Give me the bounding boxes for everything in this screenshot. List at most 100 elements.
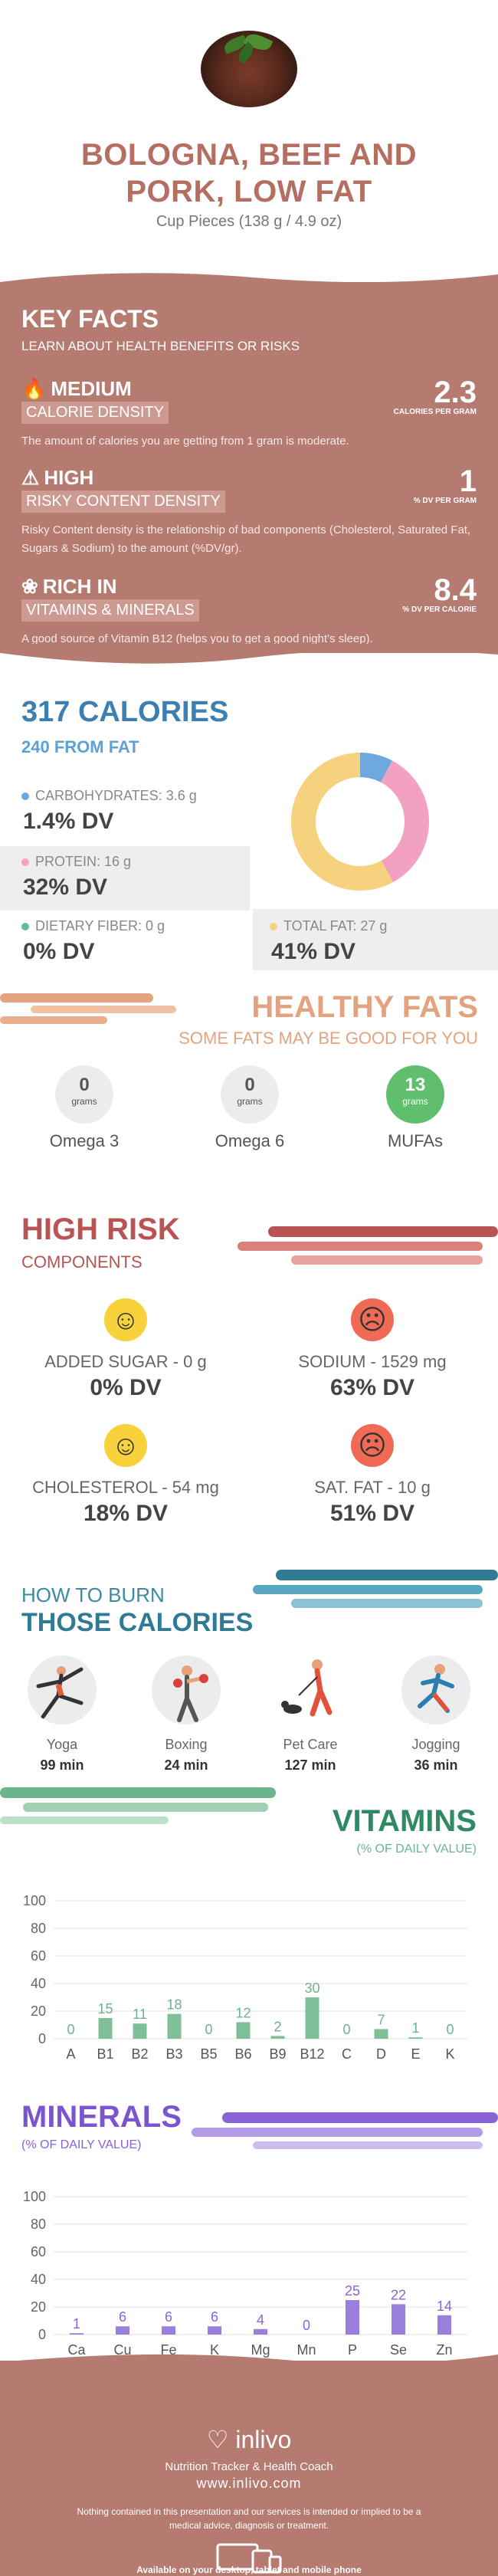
fat-name: Omega 3 [49, 1131, 120, 1150]
nutrient-label: PROTEIN: 16 g [35, 854, 132, 869]
fact-unit: % DV PER CALORIE [402, 605, 477, 614]
fact-level: RICH IN [42, 575, 117, 598]
bar-B1 [98, 2018, 113, 2039]
risk-dv: 0% DV [90, 1375, 162, 1400]
fat-mufas: 13 grams MUFAs [362, 1065, 469, 1151]
fat-omega6: 0 grams Omega 6 [196, 1065, 303, 1151]
website-link[interactable]: www.inlivo.com [196, 2476, 302, 2491]
fat-omega3: 0 grams Omega 3 [31, 1065, 138, 1151]
donut-slice-carbohydrates [360, 753, 392, 783]
disclaimer: Nothing contained in this presentation a… [77, 2506, 421, 2531]
nutrient-total-fat: TOTAL FAT: 27 g 41% DV [270, 918, 387, 965]
bar-B6 [236, 2022, 251, 2039]
burn-calories-section: HOW TO BURN THOSE CALORIES Yoga 99 min B… [0, 1564, 498, 1793]
activity-minutes: 24 min [164, 1757, 208, 1773]
y-tick-label: 40 [31, 1976, 46, 1991]
bar-Cu [116, 2326, 129, 2335]
risk-name: CHOLESTEROL - 54 mg [32, 1478, 219, 1497]
risk-name: SAT. FAT - 10 g [314, 1478, 431, 1497]
risk-dv: 18% DV [83, 1501, 169, 1526]
brand-logo[interactable]: ♡ inlivo [0, 2425, 498, 2454]
footer-section: ♡ inlivo Nutrition Tracker & Health Coac… [0, 2361, 498, 2576]
bar-B9 [270, 2036, 285, 2039]
activity-name: Pet Care [283, 1737, 338, 1752]
nutrient-carbohydrates: CARBOHYDRATES: 3.6 g 1.4% DV [21, 788, 197, 835]
vitamins-bar-chart: 0204060801000A15B111B218B30B512B62B930B1… [23, 1893, 467, 2062]
bar-E [408, 2037, 423, 2039]
y-tick-label: 40 [31, 2272, 46, 2287]
fact-unit: % DV PER GRAM [413, 497, 477, 505]
risk-name: SODIUM - 1529 mg [298, 1352, 447, 1371]
y-tick-label: 20 [31, 2003, 46, 2019]
x-tick-label: Zn [436, 2342, 452, 2358]
heart-icon: ♡ [206, 2426, 229, 2453]
data-label: 0 [342, 2022, 350, 2037]
data-label: 30 [304, 1980, 319, 1996]
x-tick-label: B12 [300, 2046, 324, 2062]
x-tick-label: B2 [131, 2046, 148, 2062]
calories-from-fat: 240 FROM FAT [21, 737, 139, 756]
x-tick-label: K [445, 2046, 454, 2062]
legend-dot [21, 792, 29, 800]
page-title: BOLOGNA, BEEF AND PORK, LOW FAT [0, 136, 498, 210]
decorative-stripes [253, 1570, 498, 1608]
fat-name: Omega 6 [215, 1131, 285, 1150]
y-tick-label: 80 [31, 1921, 46, 1936]
x-tick-label: D [376, 2046, 386, 2062]
healthy-fats-title: HEALTHY FATS [251, 990, 478, 1024]
sad-face-icon: ☹ [351, 1298, 394, 1341]
data-label: 0 [205, 2022, 212, 2037]
data-label: 1 [73, 2316, 80, 2332]
x-tick-label: Se [390, 2342, 407, 2358]
activity-minutes: 36 min [414, 1757, 458, 1773]
brand-tagline: Nutrition Tracker & Health Coach [165, 2460, 333, 2473]
data-label: 6 [165, 2309, 172, 2325]
calories-title: 317 CALORIES [21, 696, 229, 728]
bar-P [346, 2300, 359, 2335]
data-label: 1 [411, 2020, 419, 2036]
fact-label: CALORIE DENSITY [21, 402, 169, 424]
title-line-1: BOLOGNA, BEEF AND [80, 138, 418, 172]
data-label: 0 [303, 2318, 310, 2333]
nutrient-dv: 1.4% DV [23, 809, 114, 834]
warning-icon: ⚠ [21, 466, 40, 489]
x-tick-label: B1 [97, 2046, 113, 2062]
bar-Ca [70, 2333, 84, 2335]
x-tick-label: B3 [165, 2046, 182, 2062]
y-tick-label: 80 [31, 2217, 46, 2232]
minerals-title: MINERALS [21, 2100, 182, 2134]
fact-value: 2.3 [434, 376, 477, 409]
risk-name: ADDED SUGAR - 0 g [44, 1352, 207, 1371]
fact-label: VITAMINS & MINERALS [21, 599, 199, 622]
risk-dv: 63% DV [329, 1375, 415, 1400]
risk-sodium: ☹ SODIUM - 1529 mg 63% DV [257, 1298, 487, 1401]
food-image [201, 30, 297, 107]
y-tick-label: 100 [23, 2189, 46, 2204]
risk-added-sugar: ☺ ADDED SUGAR - 0 g 0% DV [11, 1298, 241, 1401]
boxing-icon [152, 1656, 221, 1724]
highlight-band [253, 909, 498, 970]
nutrient-protein: PROTEIN: 16 g 32% DV [21, 854, 131, 901]
leaf-icon: ❀ [21, 575, 38, 598]
nutrient-dv: 0% DV [23, 939, 95, 964]
healthy-fats-subtitle: SOME FATS MAY BE GOOD FOR YOU [179, 1029, 478, 1048]
bar-K [208, 2326, 221, 2335]
wave-divider [0, 644, 498, 664]
x-tick-label: E [411, 2046, 420, 2062]
activity-jogging: Jogging 36 min [386, 1656, 486, 1774]
bar-B12 [305, 1997, 319, 2039]
nutrient-dv: 32% DV [23, 875, 108, 900]
high-risk-title: HIGH RISK [21, 1213, 180, 1246]
vitamins-subtitle: (% OF DAILY VALUE) [356, 1843, 477, 1856]
fact-unit: CALORIES PER GRAM [393, 408, 477, 416]
nutrient-label: DIETARY FIBER: 0 g [35, 918, 165, 934]
x-tick-label: P [348, 2342, 357, 2358]
activity-minutes: 99 min [40, 1757, 84, 1773]
healthy-fats-section: HEALTHY FATS SOME FATS MAY BE GOOD FOR Y… [0, 984, 498, 1191]
x-tick-label: Mg [251, 2342, 270, 2358]
bar-B2 [133, 2023, 147, 2039]
serving-size: Cup Pieces (138 g / 4.9 oz) [156, 213, 342, 230]
data-label: 0 [446, 2022, 454, 2037]
bar-B3 [167, 2013, 182, 2039]
key-facts-title: KEY FACTS [21, 305, 159, 333]
